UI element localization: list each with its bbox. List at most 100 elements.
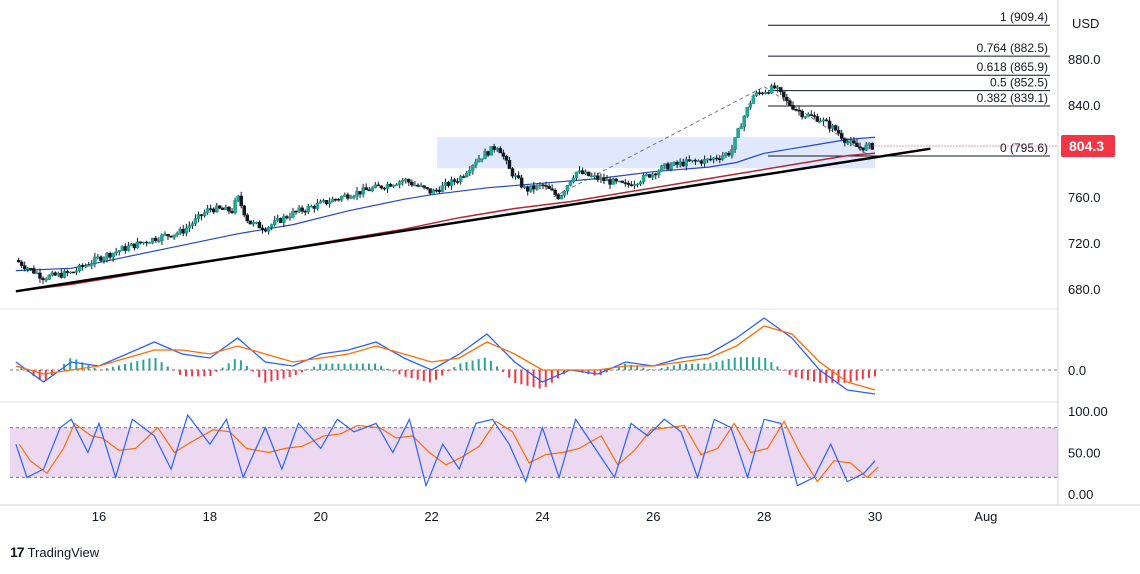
candle-body <box>346 194 350 199</box>
candle-body <box>117 250 121 253</box>
candle-body <box>757 92 762 94</box>
candle-body <box>864 144 868 151</box>
x-tick-label: 20 <box>313 509 327 524</box>
candle-body <box>434 189 439 192</box>
candle-body <box>833 125 838 131</box>
candle-body <box>519 177 524 188</box>
candle-body <box>827 120 832 129</box>
candle-body <box>687 159 692 162</box>
candle-body <box>324 200 329 204</box>
candle-body <box>62 271 67 278</box>
candle-body <box>843 138 847 143</box>
candle-body <box>211 208 216 213</box>
candle-body <box>739 126 743 129</box>
candle-body <box>364 187 368 191</box>
candle-body <box>93 256 97 264</box>
tradingview-brand[interactable]: 17 TradingView <box>10 544 99 560</box>
candle-body <box>187 225 192 229</box>
candle-body <box>65 271 70 274</box>
candle-body <box>154 237 158 242</box>
candle-body <box>785 96 789 101</box>
candle-body <box>586 171 591 177</box>
candle-body <box>208 208 213 210</box>
candle-body <box>379 185 384 189</box>
candle-body <box>114 251 118 254</box>
currency-label: USD <box>1072 16 1099 31</box>
candle-body <box>535 184 539 190</box>
candle-body <box>507 160 512 169</box>
candle-body <box>724 152 728 156</box>
candle-body <box>577 170 582 173</box>
candle-body <box>745 107 749 117</box>
candle-body <box>47 275 51 280</box>
candle-body <box>769 85 774 94</box>
price-pane[interactable]: 1 (909.4) 0.764 (882.5) 0.618 (865.9) 0.5 (… <box>15 10 1058 293</box>
candle-body <box>657 170 661 176</box>
candle-body <box>108 253 112 258</box>
candle-body <box>358 191 362 195</box>
candle-body <box>193 218 198 224</box>
candle-body <box>138 241 143 244</box>
y-tick-label: 720.0 <box>1068 236 1101 251</box>
candle-body <box>151 237 155 243</box>
candle-body <box>391 184 396 187</box>
x-tick-label: 24 <box>535 509 549 524</box>
candle-body <box>126 245 131 251</box>
stochastic-pane[interactable]: 100.00 50.00 0.00 <box>10 404 1108 502</box>
candle-body <box>367 189 371 192</box>
candle-body <box>617 180 621 183</box>
candle-body <box>68 271 73 274</box>
candle-body <box>733 137 737 150</box>
fib-level-label: 0 (795.6) <box>1000 141 1048 155</box>
candle-body <box>431 189 435 194</box>
candle-body <box>580 170 585 175</box>
candle-body <box>605 179 609 182</box>
candle-body <box>647 174 652 178</box>
candle-body <box>559 195 564 200</box>
candle-body <box>446 182 451 187</box>
candle-body <box>465 172 469 177</box>
candle-body <box>650 173 655 178</box>
candle-body <box>483 151 487 159</box>
candle-body <box>821 119 826 122</box>
candle-body <box>373 184 378 189</box>
candle-body <box>184 227 189 234</box>
candle-body <box>455 181 460 183</box>
trading-chart[interactable]: 1 (909.4) 0.764 (882.5) 0.618 (865.9) 0.5 (… <box>0 0 1140 540</box>
candle-body <box>385 184 390 189</box>
candle-body <box>74 270 79 273</box>
candle-body <box>196 214 201 219</box>
candle-body <box>818 120 823 123</box>
candle-body <box>336 198 341 201</box>
candle-body <box>538 184 542 187</box>
candle-body <box>413 184 417 187</box>
candle-body <box>205 208 210 213</box>
candle-body <box>370 187 375 192</box>
candle-body <box>172 234 176 238</box>
candle-body <box>56 272 61 276</box>
candle-body <box>602 177 606 182</box>
candle-body <box>471 165 475 171</box>
candle-body <box>407 179 411 183</box>
candle-body <box>644 174 649 176</box>
candle-body <box>263 229 268 232</box>
candle-body <box>297 207 301 212</box>
candle-body <box>135 241 140 249</box>
candle-body <box>666 163 670 170</box>
candle-body <box>340 196 344 200</box>
candle-body <box>120 246 125 251</box>
candle-body <box>849 140 853 143</box>
candle-body <box>422 185 426 188</box>
candle-body <box>86 265 91 267</box>
macd-pane[interactable]: 0.0 <box>10 317 1086 395</box>
candle-body <box>321 200 326 202</box>
candle-body <box>400 180 405 182</box>
candle-body <box>35 272 39 275</box>
candle-body <box>492 146 496 151</box>
candle-body <box>333 198 338 201</box>
candle-body <box>279 217 283 223</box>
candle-body <box>361 187 365 195</box>
candle-body <box>50 272 54 276</box>
candle-body <box>239 195 243 207</box>
candle-body <box>352 195 356 198</box>
